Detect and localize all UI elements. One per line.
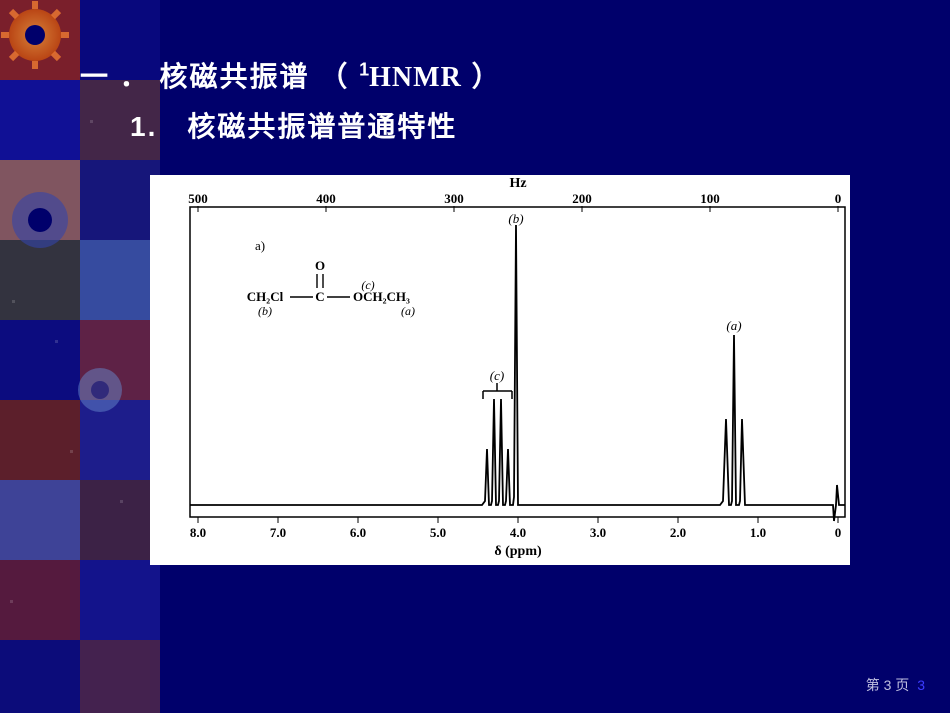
svg-text:300: 300 — [444, 191, 464, 206]
svg-text:1.0: 1.0 — [750, 525, 766, 540]
svg-text:4.0: 4.0 — [510, 525, 526, 540]
svg-text:200: 200 — [572, 191, 592, 206]
svg-text:500: 500 — [188, 191, 208, 206]
svg-text:400: 400 — [316, 191, 336, 206]
page-footer-num: 3 — [917, 677, 925, 693]
svg-text:0: 0 — [835, 525, 842, 540]
heading-main-post: ） — [472, 61, 502, 92]
svg-text:(b): (b) — [258, 304, 272, 318]
molecule-structure: a) O CH₂Cl C OCH₂CH₃ (b) (c) (a) — [247, 238, 415, 318]
label-c: (c) — [490, 368, 504, 383]
nmr-spectrum-svg: Hz 500 400 300 200 100 0 — [150, 175, 850, 565]
svg-text:(a): (a) — [401, 304, 415, 318]
heading-sub: 1. 核磁共振谱普通特性 — [130, 105, 457, 145]
heading-main-pre: 一 ． 核磁共振谱 （ — [80, 61, 349, 92]
bottom-axis-label: δ (ppm) — [494, 544, 542, 559]
svg-text:a): a) — [255, 238, 265, 253]
svg-text:8.0: 8.0 — [190, 525, 206, 540]
svg-text:6.0: 6.0 — [350, 525, 366, 540]
svg-text:5.0: 5.0 — [430, 525, 446, 540]
page-footer-text: 第 3 页 — [866, 677, 910, 693]
top-axis-label: Hz — [509, 176, 526, 191]
label-a: (a) — [726, 318, 741, 333]
spectrum-trace — [190, 225, 845, 521]
svg-text:3.0: 3.0 — [590, 525, 606, 540]
heading-main-hnmr: 1HNMR — [359, 61, 462, 92]
svg-text:7.0: 7.0 — [270, 525, 286, 540]
svg-text:100: 100 — [700, 191, 720, 206]
svg-text:O: O — [315, 258, 325, 273]
heading-main: 一 ． 核磁共振谱 （ 1HNMR ） — [80, 55, 502, 95]
bottom-axis-ticks: 8.0 7.0 6.0 5.0 4.0 3.0 2.0 1.0 0 — [190, 517, 841, 540]
bracket-c — [483, 383, 512, 399]
nmr-spectrum-chart: Hz 500 400 300 200 100 0 — [150, 175, 850, 565]
svg-text:0: 0 — [835, 191, 842, 206]
svg-text:(c): (c) — [361, 278, 374, 292]
svg-text:2.0: 2.0 — [670, 525, 686, 540]
svg-text:CH₂Cl: CH₂Cl — [247, 289, 284, 304]
label-b: (b) — [508, 211, 523, 226]
top-axis-ticks: 500 400 300 200 100 0 — [188, 191, 841, 212]
page-footer: 第 3 页 3 — [866, 675, 925, 695]
svg-text:C: C — [315, 289, 324, 304]
